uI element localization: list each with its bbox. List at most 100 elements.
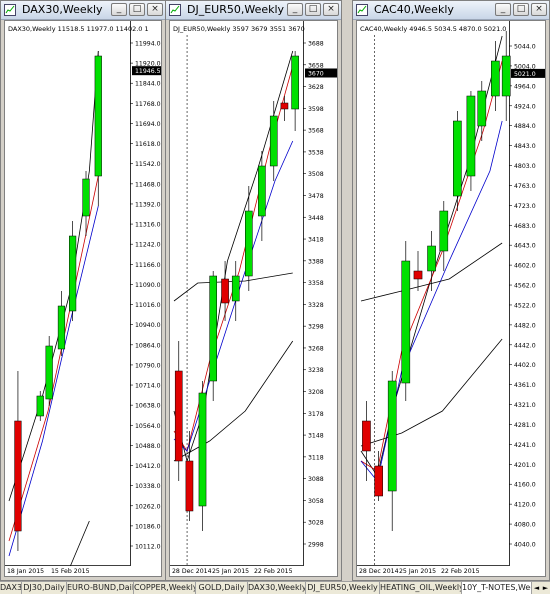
date-tick-label: 25 Jan 2015 (212, 568, 249, 575)
bull-candle (427, 245, 436, 272)
price-tick-label: 4803.0 (514, 163, 536, 170)
minimize-button[interactable]: _ (287, 3, 303, 16)
price-tick-label: 3598 (308, 106, 324, 113)
chart-tab[interactable]: DAX30,Weekly (248, 582, 306, 594)
price-tick-label: 2998 (308, 542, 324, 549)
price-tick-label: 3268 (308, 345, 324, 352)
price-tick-label: 11316.0 (135, 222, 161, 229)
price-tick-label: 4843.0 (514, 143, 536, 150)
price-tick-label: 4281.0 (514, 422, 536, 429)
bear-candle (221, 278, 229, 304)
price-tick-label: 10488.0 (135, 443, 161, 450)
bull-candle (36, 395, 44, 417)
moving-average-line (360, 120, 503, 482)
price-tick-label: 10262.0 (135, 503, 161, 510)
chart-window-cac40[interactable]: CAC40,Weekly _ □ × CAC40,Weekly 4946.5 5… (352, 0, 550, 581)
chart-canvas: DJ_EUR50,Weekly 3597 3679 3551 3670 3688 3… (170, 21, 337, 575)
price-tick-label: 10112.0 (135, 544, 161, 551)
title-bar[interactable]: DJ_EUR50,Weekly _ □ × (166, 1, 341, 20)
price-tick-label: 11768.0 (135, 101, 161, 108)
title-bar[interactable]: CAC40,Weekly _ □ × (353, 1, 549, 20)
bull-candle (258, 165, 266, 217)
chart-area[interactable]: DAX30,Weekly 11518.5 11977.0 11402.0 1 11… (4, 20, 162, 577)
chart-window-dax30[interactable]: DAX30,Weekly _ □ × DAX30,Weekly 11518.5 … (0, 0, 166, 581)
chart-tab[interactable]: GOLD,Daily (196, 582, 248, 594)
bull-candle (439, 210, 449, 252)
chart-area[interactable]: CAC40,Weekly 4946.5 5034.5 4870.0 5021.0… (356, 20, 546, 577)
bear-candle (14, 420, 22, 532)
maximize-button[interactable]: □ (129, 3, 145, 16)
price-tick-label: 10412.0 (135, 463, 161, 470)
moving-average-line (360, 338, 503, 447)
chart-info-label: DAX30,Weekly 11518.5 11977.0 11402.0 1 (8, 25, 149, 33)
chart-tab-bar: DAX30,Weekly DJ30,Daily EURO-BUND,Daily … (0, 581, 550, 594)
price-tick-label: 10790.0 (135, 362, 161, 369)
last-price-label: 11946.5 (135, 68, 161, 75)
price-tick-label: 3418 (308, 237, 324, 244)
price-tick-label: 4080.0 (514, 522, 536, 529)
close-button[interactable]: × (147, 3, 163, 16)
close-button[interactable]: × (323, 3, 339, 16)
price-tick-label: 11166.0 (135, 262, 161, 269)
close-button[interactable]: × (531, 3, 547, 16)
price-tick-label: 4402.0 (514, 362, 536, 369)
tab-scroll-right-icon[interactable]: ► (541, 582, 550, 594)
chart-tab[interactable]: HEATING_OIL,Weekly (380, 582, 462, 594)
window-title: DAX30,Weekly (22, 3, 103, 16)
chart-tab[interactable]: COPPER,Weekly (134, 582, 196, 594)
moving-average-line (173, 50, 294, 463)
chart-area[interactable]: DJ_EUR50,Weekly 3597 3679 3551 3670 3688 3… (169, 20, 338, 577)
price-tick-label: 3478 (308, 193, 324, 200)
chart-window-icon (4, 4, 16, 16)
price-tick-label: 4321.0 (514, 402, 536, 409)
price-tick-label: 3028 (308, 520, 324, 527)
price-tick-label: 4201.0 (514, 462, 536, 469)
bull-candle (57, 305, 66, 350)
price-tick-label: 4884.0 (514, 123, 536, 130)
chart-window-dj-eur50[interactable]: DJ_EUR50,Weekly _ □ × DJ_EUR50,Weekly 35… (165, 0, 342, 581)
price-tick-label: 11844.0 (135, 81, 161, 88)
maximize-button[interactable]: □ (513, 3, 529, 16)
price-tick-label: 4763.0 (514, 183, 536, 190)
moving-average-line (173, 140, 294, 452)
date-tick-label: 25 Jan 2015 (399, 568, 436, 575)
price-tick-label: 3658 (308, 62, 324, 69)
bull-candle (291, 55, 299, 110)
price-tick-label: 3688 (308, 41, 324, 48)
bull-candle (477, 90, 487, 127)
price-tick-label: 11468.0 (135, 181, 161, 188)
bull-candle (245, 210, 253, 277)
price-tick-label: 10186.0 (135, 523, 161, 530)
price-tick-label: 3088 (308, 476, 324, 483)
maximize-button[interactable]: □ (305, 3, 321, 16)
chart-tab[interactable]: DAX30,Weekly (0, 582, 22, 594)
chart-canvas: DAX30,Weekly 11518.5 11977.0 11402.0 1 11… (5, 21, 161, 575)
bull-candle (94, 55, 102, 177)
price-tick-label: 11618.0 (135, 141, 161, 148)
moving-average-line (173, 340, 294, 462)
date-tick-label: 18 Jan 2015 (7, 568, 44, 575)
date-tick-label: 28 Dec 2014 (172, 568, 212, 575)
last-price-label: 3670 (308, 70, 324, 77)
minimize-button[interactable]: _ (111, 3, 127, 16)
chart-tab[interactable]: DJ_EUR50,Weekly (306, 582, 380, 594)
chart-window-icon (356, 4, 368, 16)
price-tick-label: 3538 (308, 149, 324, 156)
chart-tab-active[interactable]: 10Y_T-NOTES,Weekly (462, 582, 532, 594)
title-bar[interactable]: DAX30,Weekly _ □ × (1, 1, 165, 20)
bear-candle (185, 460, 194, 512)
chart-tab[interactable]: EURO-BUND,Daily (67, 582, 134, 594)
minimize-button[interactable]: _ (495, 3, 511, 16)
price-tick-label: 11994.0 (135, 41, 161, 48)
price-tick-label: 10714.0 (135, 383, 161, 390)
price-tick-label: 3148 (308, 433, 324, 440)
tab-scroll-left-icon[interactable]: ◄ (532, 582, 541, 594)
bull-candle (198, 392, 207, 507)
price-tick-label: 4522.0 (514, 302, 536, 309)
chart-window-icon (169, 4, 181, 16)
moving-average-line (8, 175, 99, 542)
chart-tab[interactable]: DJ30,Daily (22, 582, 67, 594)
last-price-badge (305, 68, 337, 78)
bull-candle (269, 115, 278, 167)
bull-candle (453, 120, 462, 197)
